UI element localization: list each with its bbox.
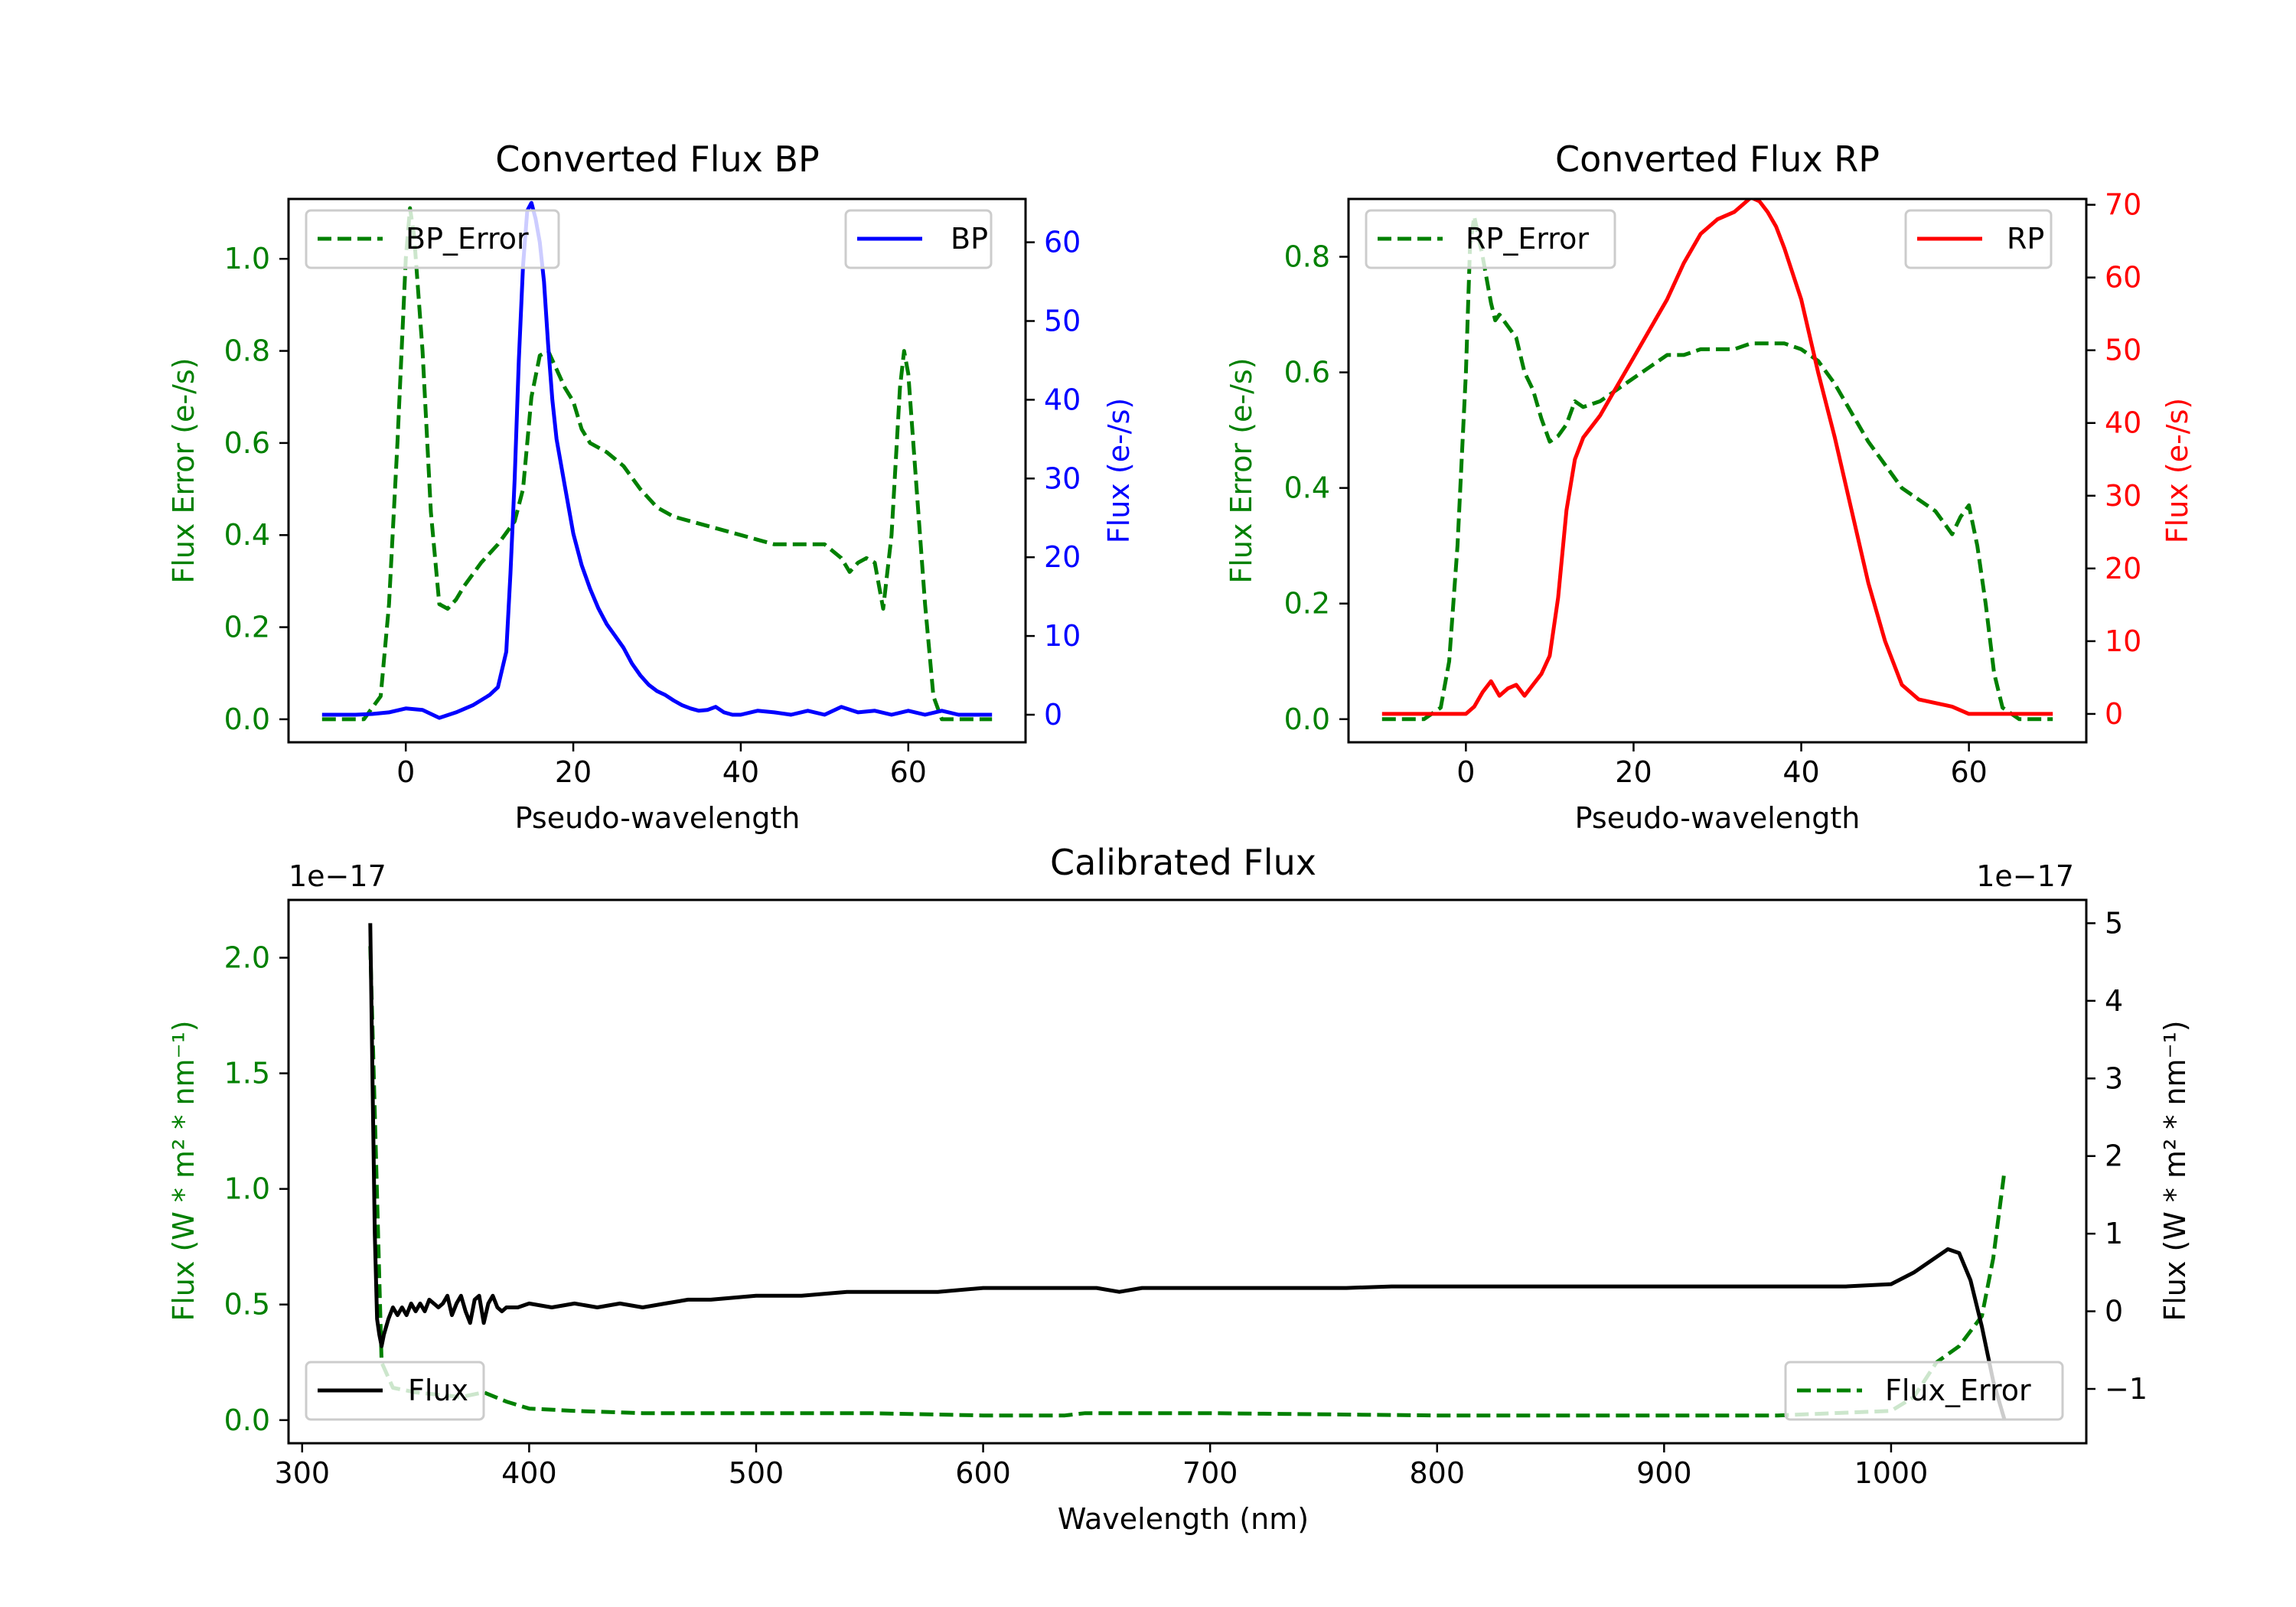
calibrated-legend-right-label: Flux_Error bbox=[1885, 1374, 2031, 1407]
bp-legend-left-label: BP_Error bbox=[406, 222, 529, 256]
bp-right-axis-label: Flux (e-/s) bbox=[1102, 398, 1136, 543]
rp-left-tick-label: 0.0 bbox=[1284, 702, 1330, 736]
bp-left-tick-label: 0.0 bbox=[224, 702, 270, 736]
calibrated-right-tick-label: 2 bbox=[2105, 1139, 2123, 1173]
calibrated-plot-frame bbox=[287, 898, 2088, 1445]
rp-x-tick-label: 0 bbox=[1456, 755, 1475, 789]
calibrated-x-tick-label: 400 bbox=[501, 1456, 557, 1490]
rp-legend-left-label: RP_Error bbox=[1466, 222, 1589, 256]
calibrated-right-tick-label: 3 bbox=[2105, 1061, 2123, 1095]
bp-left-tick-label: 0.6 bbox=[224, 426, 270, 460]
calibrated-legend-left-label: Flux bbox=[408, 1374, 468, 1407]
bp-right-tick-label: 50 bbox=[1044, 304, 1081, 337]
rp-left-tick-label: 0.6 bbox=[1284, 356, 1330, 390]
bp-x-tick-label: 40 bbox=[722, 755, 759, 789]
rp-legend-left-box bbox=[1365, 209, 1616, 269]
bp-left-tick-label: 0.4 bbox=[224, 518, 270, 552]
rp-legend-right: RP bbox=[1904, 209, 2053, 269]
calibrated-x-tick-label: 700 bbox=[1182, 1456, 1238, 1490]
bp-series-bp bbox=[321, 200, 993, 720]
rp-series-rp bbox=[1381, 199, 2053, 716]
calibrated-left-tick-label: 0.0 bbox=[224, 1403, 270, 1437]
calibrated-right-tick-label: 1 bbox=[2105, 1217, 2123, 1250]
calibrated-x-tick-label: 800 bbox=[1409, 1456, 1465, 1490]
rp-right-tick-label: 20 bbox=[2105, 552, 2141, 585]
bp-plot-frame bbox=[287, 197, 1027, 744]
calibrated-legend-right-box bbox=[1784, 1361, 2064, 1421]
bp-right-tick-label: 40 bbox=[1044, 383, 1081, 416]
bp-legend-right: BP bbox=[844, 209, 993, 269]
calibrated-left-offset: 1e−17 bbox=[289, 859, 386, 893]
calibrated-right-axis-label: Flux (W * m² * nm⁻¹) bbox=[2158, 1020, 2192, 1321]
calibrated-x-tick-label: 300 bbox=[275, 1456, 331, 1490]
rp-chart-title: Converted Flux RP bbox=[1555, 139, 1880, 180]
rp-legend-right-label: RP bbox=[2007, 222, 2044, 256]
bp-left-axis-label: Flux Error (e-/s) bbox=[167, 357, 201, 583]
bp-right-tick-label: 0 bbox=[1044, 698, 1062, 732]
bp-left-tick-label: 0.2 bbox=[224, 611, 270, 644]
bp-right-tick-label: 60 bbox=[1044, 226, 1081, 259]
bp-x-axis-label: Pseudo-wavelength bbox=[515, 801, 801, 835]
calibrated-x-axis-label: Wavelength (nm) bbox=[1058, 1502, 1309, 1536]
rp-right-tick-label: 60 bbox=[2105, 261, 2141, 295]
calibrated-left-axis-label: Flux (W * m² * nm⁻¹) bbox=[167, 1020, 201, 1321]
calibrated-chart: Calibrated Flux Wavelength (nm) Flux (W … bbox=[167, 842, 2192, 1536]
bp-right-tick-label: 10 bbox=[1044, 619, 1081, 653]
rp-left-tick-label: 0.2 bbox=[1284, 587, 1330, 621]
bp-x-tick-label: 20 bbox=[555, 755, 592, 789]
bp-x-tick-label: 60 bbox=[890, 755, 927, 789]
bp-chart-title: Converted Flux BP bbox=[495, 139, 820, 180]
calibrated-x-tick-label: 1000 bbox=[1854, 1456, 1929, 1490]
calibrated-right-tick-label: 4 bbox=[2105, 984, 2123, 1018]
calibrated-right-offset: 1e−17 bbox=[1976, 859, 2074, 893]
calibrated-left-tick-label: 2.0 bbox=[224, 941, 270, 975]
rp-right-tick-label: 10 bbox=[2105, 624, 2141, 658]
rp-right-axis-label: Flux (e-/s) bbox=[2161, 398, 2194, 543]
bp-legend-right-label: BP bbox=[951, 222, 988, 256]
rp-right-tick-label: 70 bbox=[2105, 188, 2141, 222]
bp-legend-left-box bbox=[305, 209, 560, 269]
bp-chart: Converted Flux BP Pseudo-wavelength Flux… bbox=[167, 139, 1136, 835]
bp-x-tick-label: 0 bbox=[396, 755, 415, 789]
calibrated-x-tick-label: 600 bbox=[955, 1456, 1011, 1490]
rp-left-tick-label: 0.8 bbox=[1284, 240, 1330, 274]
calibrated-x-tick-label: 500 bbox=[729, 1456, 784, 1490]
rp-x-tick-label: 20 bbox=[1615, 755, 1652, 789]
calibrated-right-tick-label: 0 bbox=[2105, 1295, 2123, 1328]
rp-legend-left: RP_Error bbox=[1365, 209, 1616, 269]
rp-x-tick-label: 40 bbox=[1782, 755, 1819, 789]
calibrated-right-tick-label: −1 bbox=[2105, 1372, 2148, 1406]
rp-right-tick-label: 30 bbox=[2105, 479, 2141, 513]
calibrated-x-tick-label: 900 bbox=[1636, 1456, 1692, 1490]
rp-x-axis-label: Pseudo-wavelength bbox=[1575, 801, 1861, 835]
calibrated-series-flux-error bbox=[368, 946, 2007, 1418]
rp-x-tick-label: 60 bbox=[1950, 755, 1987, 789]
calibrated-series-flux bbox=[368, 923, 2007, 1421]
calibrated-right-tick-label: 5 bbox=[2105, 906, 2123, 940]
bp-right-tick-label: 20 bbox=[1044, 540, 1081, 574]
bp-legend-left: BP_Error bbox=[305, 209, 560, 269]
calibrated-legend-right: Flux_Error bbox=[1784, 1361, 2064, 1421]
calibrated-left-tick-label: 0.5 bbox=[224, 1288, 270, 1322]
rp-left-axis-label: Flux Error (e-/s) bbox=[1225, 357, 1258, 583]
calibrated-legend-left-box bbox=[305, 1361, 485, 1421]
calibrated-chart-title: Calibrated Flux bbox=[1050, 842, 1316, 883]
bp-left-tick-label: 1.0 bbox=[224, 242, 270, 275]
calibrated-left-tick-label: 1.0 bbox=[224, 1172, 270, 1206]
bp-left-tick-label: 0.8 bbox=[224, 334, 270, 368]
rp-right-tick-label: 40 bbox=[2105, 406, 2141, 440]
calibrated-legend-left: Flux bbox=[305, 1361, 485, 1421]
rp-right-tick-label: 50 bbox=[2105, 334, 2141, 367]
rp-chart: Converted Flux RP Pseudo-wavelength Flux… bbox=[1225, 139, 2194, 835]
bp-right-tick-label: 30 bbox=[1044, 461, 1081, 495]
rp-series-rp-error bbox=[1381, 214, 2053, 722]
bp-series-bp-error bbox=[321, 206, 993, 722]
rp-plot-frame bbox=[1347, 197, 2088, 744]
rp-left-tick-label: 0.4 bbox=[1284, 471, 1330, 505]
rp-right-tick-label: 0 bbox=[2105, 697, 2123, 731]
calibrated-left-tick-label: 1.5 bbox=[224, 1057, 270, 1090]
